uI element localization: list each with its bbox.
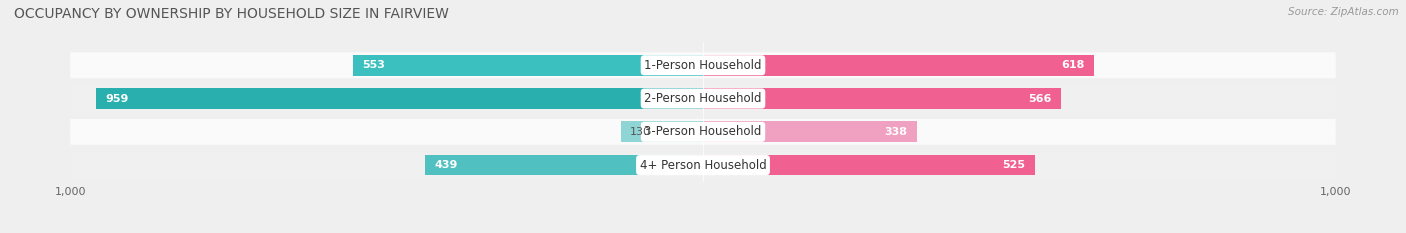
Bar bbox=[425, 155, 703, 175]
Bar bbox=[96, 88, 703, 109]
Bar bbox=[703, 88, 1062, 109]
Bar bbox=[703, 155, 1035, 175]
FancyBboxPatch shape bbox=[70, 52, 1336, 78]
Bar bbox=[703, 121, 917, 142]
Bar bbox=[353, 55, 703, 75]
Text: 566: 566 bbox=[1028, 93, 1052, 103]
Text: OCCUPANCY BY OWNERSHIP BY HOUSEHOLD SIZE IN FAIRVIEW: OCCUPANCY BY OWNERSHIP BY HOUSEHOLD SIZE… bbox=[14, 7, 449, 21]
Text: 525: 525 bbox=[1002, 160, 1026, 170]
Text: 130: 130 bbox=[630, 127, 651, 137]
FancyBboxPatch shape bbox=[70, 152, 1336, 178]
Text: 959: 959 bbox=[105, 93, 129, 103]
Text: 439: 439 bbox=[434, 160, 458, 170]
Text: 4+ Person Household: 4+ Person Household bbox=[640, 159, 766, 171]
Text: 553: 553 bbox=[363, 60, 385, 70]
Text: 618: 618 bbox=[1062, 60, 1084, 70]
Text: 2-Person Household: 2-Person Household bbox=[644, 92, 762, 105]
Text: 1-Person Household: 1-Person Household bbox=[644, 59, 762, 72]
Text: Source: ZipAtlas.com: Source: ZipAtlas.com bbox=[1288, 7, 1399, 17]
Bar bbox=[621, 121, 703, 142]
Text: 338: 338 bbox=[884, 127, 907, 137]
FancyBboxPatch shape bbox=[70, 119, 1336, 145]
FancyBboxPatch shape bbox=[70, 86, 1336, 112]
Text: 3-Person Household: 3-Person Household bbox=[644, 125, 762, 138]
Bar bbox=[703, 55, 1094, 75]
